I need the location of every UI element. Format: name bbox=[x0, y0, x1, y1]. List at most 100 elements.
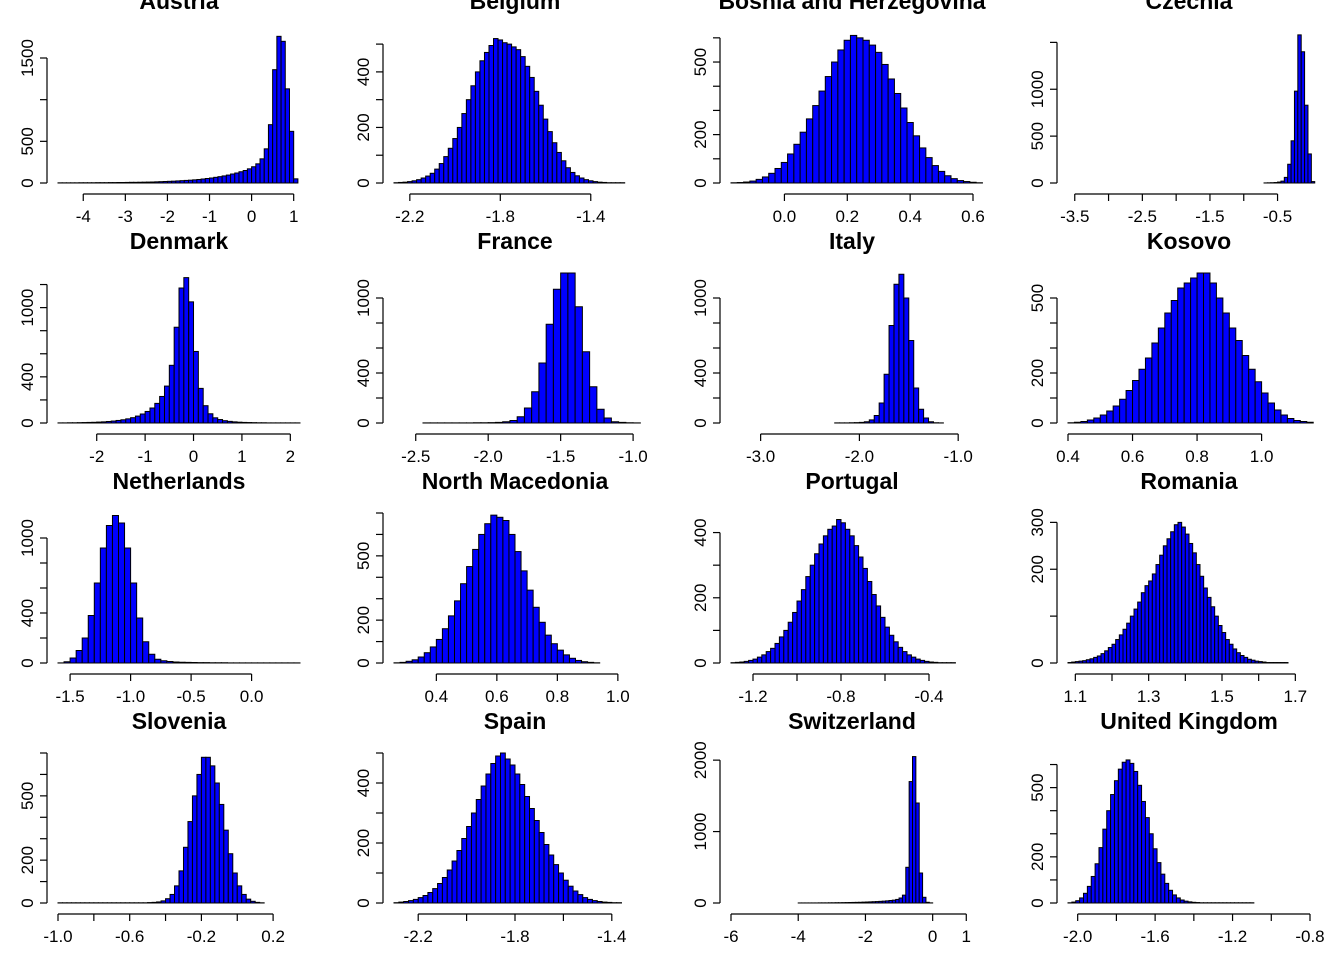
histogram-bar bbox=[151, 901, 158, 904]
x-tick-label: -1.0 bbox=[43, 927, 72, 946]
histogram-bar bbox=[853, 545, 860, 664]
histogram-bar bbox=[765, 651, 772, 664]
histogram-bar bbox=[1138, 368, 1146, 424]
histogram-bar bbox=[1307, 153, 1312, 184]
y-tick-label: 200 bbox=[354, 606, 373, 634]
y-tick-label: 1000 bbox=[691, 813, 710, 851]
histogram-bar bbox=[242, 170, 248, 184]
histogram-bar bbox=[472, 548, 480, 664]
histogram-bar bbox=[827, 528, 833, 664]
histogram-bar bbox=[236, 421, 243, 424]
histogram-bar bbox=[441, 877, 448, 904]
histogram-bar bbox=[1096, 655, 1102, 664]
histogram-bar bbox=[582, 897, 589, 904]
histogram-bar bbox=[1099, 414, 1108, 424]
histogram-bar bbox=[950, 178, 958, 184]
histogram-bar bbox=[1111, 643, 1117, 664]
histogram-bar bbox=[485, 773, 492, 904]
histogram-bar bbox=[227, 853, 234, 904]
x-tick-label: -2.5 bbox=[401, 447, 430, 466]
histogram-bar bbox=[861, 901, 866, 904]
histogram-bar bbox=[1254, 381, 1263, 424]
histogram-bar bbox=[866, 580, 873, 664]
x-tick-label: -0.5 bbox=[176, 687, 205, 706]
y-tick-label: 400 bbox=[354, 359, 373, 387]
y-tick-label: 0 bbox=[691, 178, 710, 187]
histogram-bar bbox=[124, 547, 132, 664]
histogram-panel-spain: Spain -2.2 -1.8 -1.4 0 200 400 bbox=[354, 708, 626, 946]
histogram-bar bbox=[209, 765, 216, 904]
histogram-bar bbox=[843, 39, 851, 184]
histogram-bar bbox=[1217, 625, 1223, 664]
histogram-bar bbox=[214, 782, 220, 904]
histogram-bar bbox=[583, 179, 589, 184]
histogram-bar bbox=[809, 564, 816, 664]
histogram-bar bbox=[1190, 277, 1198, 424]
histogram-bar bbox=[1277, 181, 1282, 184]
histogram-bar bbox=[179, 180, 185, 184]
histogram-bar bbox=[924, 660, 930, 664]
histogram-bar bbox=[169, 893, 176, 904]
histogram-bar bbox=[230, 173, 236, 184]
histogram-bar bbox=[1300, 51, 1306, 184]
histogram-bar bbox=[232, 872, 238, 904]
histogram-bar bbox=[848, 902, 853, 904]
y-tick-label: 500 bbox=[354, 542, 373, 570]
x-tick-label: 1.0 bbox=[1250, 447, 1274, 466]
x-tick-label: 0.4 bbox=[1056, 447, 1080, 466]
histogram-bar bbox=[136, 617, 144, 664]
histogram-bar bbox=[398, 901, 405, 904]
histogram-bar bbox=[193, 350, 199, 424]
histogram-bar bbox=[1250, 659, 1256, 664]
histogram-panel-denmark: Denmark -2 -1 0 1 2 0 400 1000 bbox=[18, 228, 301, 466]
histogram-bar bbox=[1235, 340, 1243, 424]
x-tick-label: -1.8 bbox=[486, 207, 515, 226]
histogram-bar bbox=[601, 901, 608, 904]
histogram-bar bbox=[1126, 622, 1131, 664]
histogram-panel-italy: Italy -3.0 -2.0 -1.0 0 400 1000 bbox=[691, 228, 973, 466]
histogram-bar bbox=[245, 898, 252, 904]
histogram-bar bbox=[1280, 180, 1285, 184]
histogram-bar bbox=[293, 178, 299, 184]
histogram-bar bbox=[1140, 592, 1146, 664]
histogram-bar bbox=[236, 885, 243, 904]
histogram-bar bbox=[1133, 608, 1139, 664]
histogram-bar bbox=[897, 646, 904, 664]
histogram-bar bbox=[944, 175, 952, 184]
histogram-bar bbox=[836, 519, 842, 664]
x-tick-label: 0.2 bbox=[261, 927, 285, 946]
x-tick-label: -0.5 bbox=[1263, 207, 1292, 226]
histogram-bar bbox=[928, 421, 934, 424]
histogram-bar bbox=[603, 417, 612, 424]
histogram-bar bbox=[928, 661, 934, 664]
histogram-bar bbox=[1297, 34, 1302, 184]
y-tick-label: 400 bbox=[354, 58, 373, 86]
histogram-panel-switzerland: Switzerland -6 -4 -2 0 1 0 1000 2000 bbox=[691, 708, 971, 946]
histogram-bar bbox=[142, 641, 150, 664]
x-tick-label: 0 bbox=[247, 207, 256, 226]
histogram-bar bbox=[558, 872, 564, 904]
panel-title: Romania bbox=[1140, 468, 1237, 494]
histogram-bar bbox=[422, 895, 429, 904]
x-tick-label: -2 bbox=[858, 927, 873, 946]
histogram-bar bbox=[854, 901, 860, 904]
histogram-bar bbox=[461, 838, 468, 904]
histogram-bar bbox=[141, 181, 147, 184]
histogram-bar bbox=[925, 157, 933, 184]
histogram-bar bbox=[284, 88, 290, 184]
histogram-bar bbox=[1098, 847, 1104, 904]
histogram-bar bbox=[223, 829, 229, 904]
histogram-bar bbox=[915, 658, 921, 664]
histogram-bar bbox=[1283, 176, 1289, 184]
histogram-bar bbox=[814, 553, 820, 664]
histogram-bar bbox=[488, 45, 495, 184]
histogram-bar bbox=[562, 654, 570, 664]
histogram-bar bbox=[1215, 297, 1224, 424]
histogram-bar bbox=[267, 124, 274, 184]
histogram-bar bbox=[407, 181, 413, 184]
histogram-bar bbox=[851, 901, 856, 904]
histogram-bar bbox=[225, 174, 232, 184]
histogram-bar bbox=[63, 661, 71, 664]
histogram-bar bbox=[508, 533, 516, 664]
histogram-bar bbox=[875, 901, 880, 904]
